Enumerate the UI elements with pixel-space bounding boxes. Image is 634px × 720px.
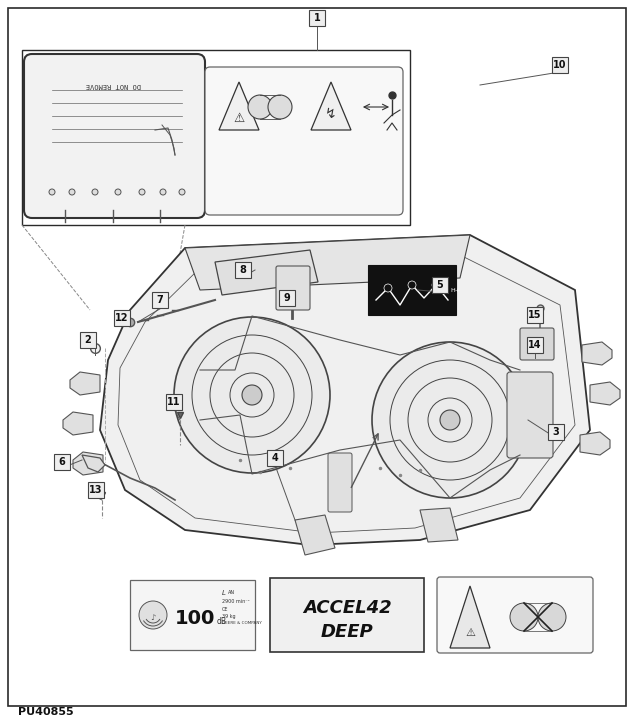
Circle shape: [115, 189, 121, 195]
Circle shape: [49, 189, 55, 195]
Text: 2: 2: [84, 335, 91, 345]
FancyBboxPatch shape: [527, 337, 543, 353]
Circle shape: [179, 189, 185, 195]
FancyBboxPatch shape: [88, 482, 104, 498]
Circle shape: [242, 385, 262, 405]
Circle shape: [408, 281, 416, 289]
Circle shape: [139, 189, 145, 195]
Polygon shape: [82, 455, 105, 472]
Circle shape: [432, 281, 440, 289]
Text: 1: 1: [314, 13, 320, 23]
FancyBboxPatch shape: [437, 577, 593, 653]
Text: DO NOT REMOVE: DO NOT REMOVE: [86, 82, 141, 88]
Text: ⚠: ⚠: [465, 628, 475, 638]
FancyBboxPatch shape: [432, 277, 448, 293]
Circle shape: [160, 189, 166, 195]
Polygon shape: [582, 342, 612, 365]
Text: 3: 3: [553, 427, 559, 437]
Circle shape: [268, 95, 292, 119]
FancyBboxPatch shape: [80, 332, 96, 348]
Text: 15: 15: [528, 310, 541, 320]
Polygon shape: [215, 250, 318, 295]
Polygon shape: [590, 382, 620, 405]
Polygon shape: [580, 432, 610, 455]
Circle shape: [372, 342, 528, 498]
FancyBboxPatch shape: [54, 454, 70, 470]
FancyBboxPatch shape: [520, 328, 554, 360]
Text: DEEP: DEEP: [321, 623, 373, 641]
Text: ♪: ♪: [150, 613, 156, 621]
FancyBboxPatch shape: [552, 57, 568, 73]
FancyBboxPatch shape: [548, 424, 564, 440]
Text: H+: H+: [450, 287, 460, 292]
Polygon shape: [185, 235, 470, 290]
Polygon shape: [295, 515, 335, 555]
Circle shape: [538, 603, 566, 631]
Text: 11: 11: [167, 397, 181, 407]
Text: 4: 4: [271, 453, 278, 463]
Text: 6: 6: [58, 457, 65, 467]
Bar: [368, 265, 456, 315]
Polygon shape: [219, 82, 259, 130]
Text: 100: 100: [175, 608, 215, 628]
FancyBboxPatch shape: [527, 307, 543, 323]
Text: DEERE & COMPANY: DEERE & COMPANY: [222, 621, 262, 625]
Text: 5: 5: [437, 280, 443, 290]
Circle shape: [69, 189, 75, 195]
Text: 7: 7: [157, 295, 164, 305]
FancyBboxPatch shape: [114, 310, 130, 326]
Text: 9: 9: [283, 293, 290, 303]
Text: 8: 8: [240, 265, 247, 275]
FancyBboxPatch shape: [279, 290, 295, 306]
Circle shape: [440, 410, 460, 430]
Text: 12: 12: [115, 313, 129, 323]
Circle shape: [92, 189, 98, 195]
FancyBboxPatch shape: [205, 67, 403, 215]
Text: L: L: [222, 590, 226, 596]
Text: ⚠: ⚠: [233, 112, 245, 125]
Text: PU40855: PU40855: [18, 707, 74, 717]
Polygon shape: [420, 508, 458, 542]
FancyBboxPatch shape: [152, 292, 168, 308]
FancyBboxPatch shape: [270, 578, 424, 652]
FancyBboxPatch shape: [276, 266, 310, 310]
Circle shape: [174, 317, 330, 473]
Text: 2900 min⁻¹: 2900 min⁻¹: [222, 599, 250, 604]
Polygon shape: [100, 235, 590, 545]
Text: 14: 14: [528, 340, 541, 350]
Text: CE: CE: [222, 607, 228, 612]
FancyBboxPatch shape: [267, 450, 283, 466]
FancyBboxPatch shape: [328, 453, 352, 512]
Polygon shape: [450, 586, 490, 648]
FancyBboxPatch shape: [507, 372, 553, 458]
Text: 13: 13: [89, 485, 103, 495]
Polygon shape: [311, 82, 351, 130]
Text: 10: 10: [553, 60, 567, 70]
Text: AN: AN: [228, 590, 235, 595]
Circle shape: [510, 603, 538, 631]
Text: 39 kg: 39 kg: [222, 614, 236, 619]
Text: ↯: ↯: [325, 107, 337, 121]
Polygon shape: [63, 412, 93, 435]
FancyBboxPatch shape: [24, 54, 205, 218]
Text: ACCEL42: ACCEL42: [302, 599, 391, 617]
Text: dB: dB: [217, 618, 227, 626]
Polygon shape: [73, 452, 103, 475]
Circle shape: [139, 601, 167, 629]
FancyBboxPatch shape: [235, 262, 251, 278]
FancyBboxPatch shape: [166, 394, 182, 410]
Polygon shape: [70, 372, 100, 395]
Circle shape: [248, 95, 272, 119]
Bar: [130, 580, 255, 650]
FancyBboxPatch shape: [309, 10, 325, 26]
Bar: [22, 50, 410, 225]
Circle shape: [384, 284, 392, 292]
